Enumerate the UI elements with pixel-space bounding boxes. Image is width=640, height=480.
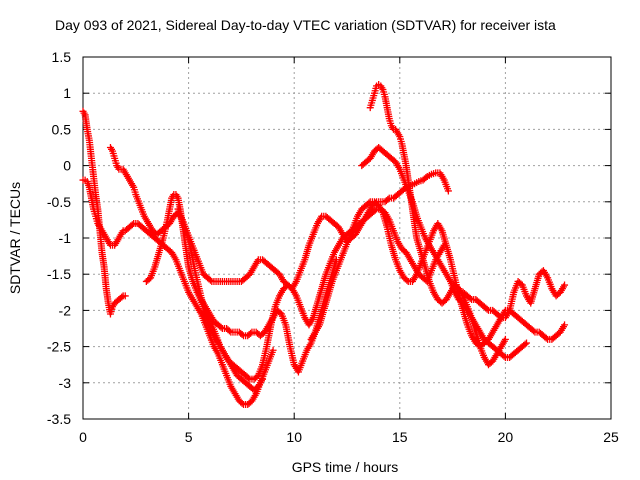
- data-point: [128, 221, 136, 229]
- data-point: [561, 281, 569, 289]
- data-point: [217, 323, 225, 331]
- x-tick-label: 5: [185, 429, 193, 445]
- series-arc-5: [174, 169, 452, 293]
- data-point: [483, 305, 491, 313]
- series-arc-2: [79, 176, 277, 409]
- axis-ticks: 0 5 10 15 20 25 -3.5 -3 -2.5 -2 -1.5 -1 -0.5 0 0.5 1 1.5: [47, 49, 619, 445]
- series-arc-3: [106, 144, 267, 394]
- data-point: [466, 294, 474, 302]
- y-tick-label: 0.5: [52, 121, 72, 137]
- y-tick-label: -2: [59, 302, 72, 318]
- data-point: [542, 334, 550, 342]
- series-arc-10: [459, 267, 569, 322]
- data-point: [422, 174, 430, 182]
- data-point: [444, 187, 452, 195]
- y-axis-label: SDTVAR / TECUs: [7, 182, 23, 294]
- data-point: [269, 346, 277, 354]
- y-tick-label: -3: [59, 375, 72, 391]
- data-point: [496, 312, 504, 320]
- data-point: [225, 327, 233, 335]
- y-tick-label: -1.5: [47, 266, 71, 282]
- y-tick-label: -2.5: [47, 339, 71, 355]
- x-axis-label: GPS time / hours: [292, 459, 399, 475]
- chart-title: Day 093 of 2021, Sidereal Day-to-day VTE…: [55, 17, 556, 33]
- y-tick-label: -3.5: [47, 411, 71, 427]
- data-markers: [79, 81, 569, 409]
- data-point: [118, 293, 126, 301]
- data-point: [259, 375, 267, 383]
- data-point: [384, 195, 392, 203]
- data-point: [371, 206, 379, 214]
- data-point: [403, 276, 411, 284]
- data-point: [500, 352, 508, 360]
- x-tick-label: 10: [286, 429, 302, 445]
- data-point: [121, 292, 129, 300]
- data-point: [247, 329, 255, 337]
- series-arc-1: [79, 107, 129, 318]
- data-point: [523, 339, 531, 347]
- y-tick-label: 1.5: [52, 49, 72, 65]
- y-tick-label: 0: [63, 158, 71, 174]
- data-point: [244, 374, 252, 382]
- x-tick-label: 0: [79, 429, 87, 445]
- y-tick-label: -0.5: [47, 194, 71, 210]
- data-point: [501, 335, 509, 343]
- x-tick-label: 20: [498, 429, 514, 445]
- data-point: [561, 321, 569, 329]
- data-point: [530, 327, 538, 335]
- data-point: [206, 276, 214, 284]
- data-point: [521, 340, 529, 348]
- y-tick-label: 1: [63, 85, 71, 101]
- data-point: [365, 199, 373, 207]
- series-arc-6: [195, 205, 448, 383]
- y-tick-label: -1: [59, 230, 72, 246]
- x-tick-label: 15: [392, 429, 408, 445]
- x-tick-label: 25: [603, 429, 619, 445]
- data-point: [238, 399, 246, 407]
- data-point: [238, 331, 246, 339]
